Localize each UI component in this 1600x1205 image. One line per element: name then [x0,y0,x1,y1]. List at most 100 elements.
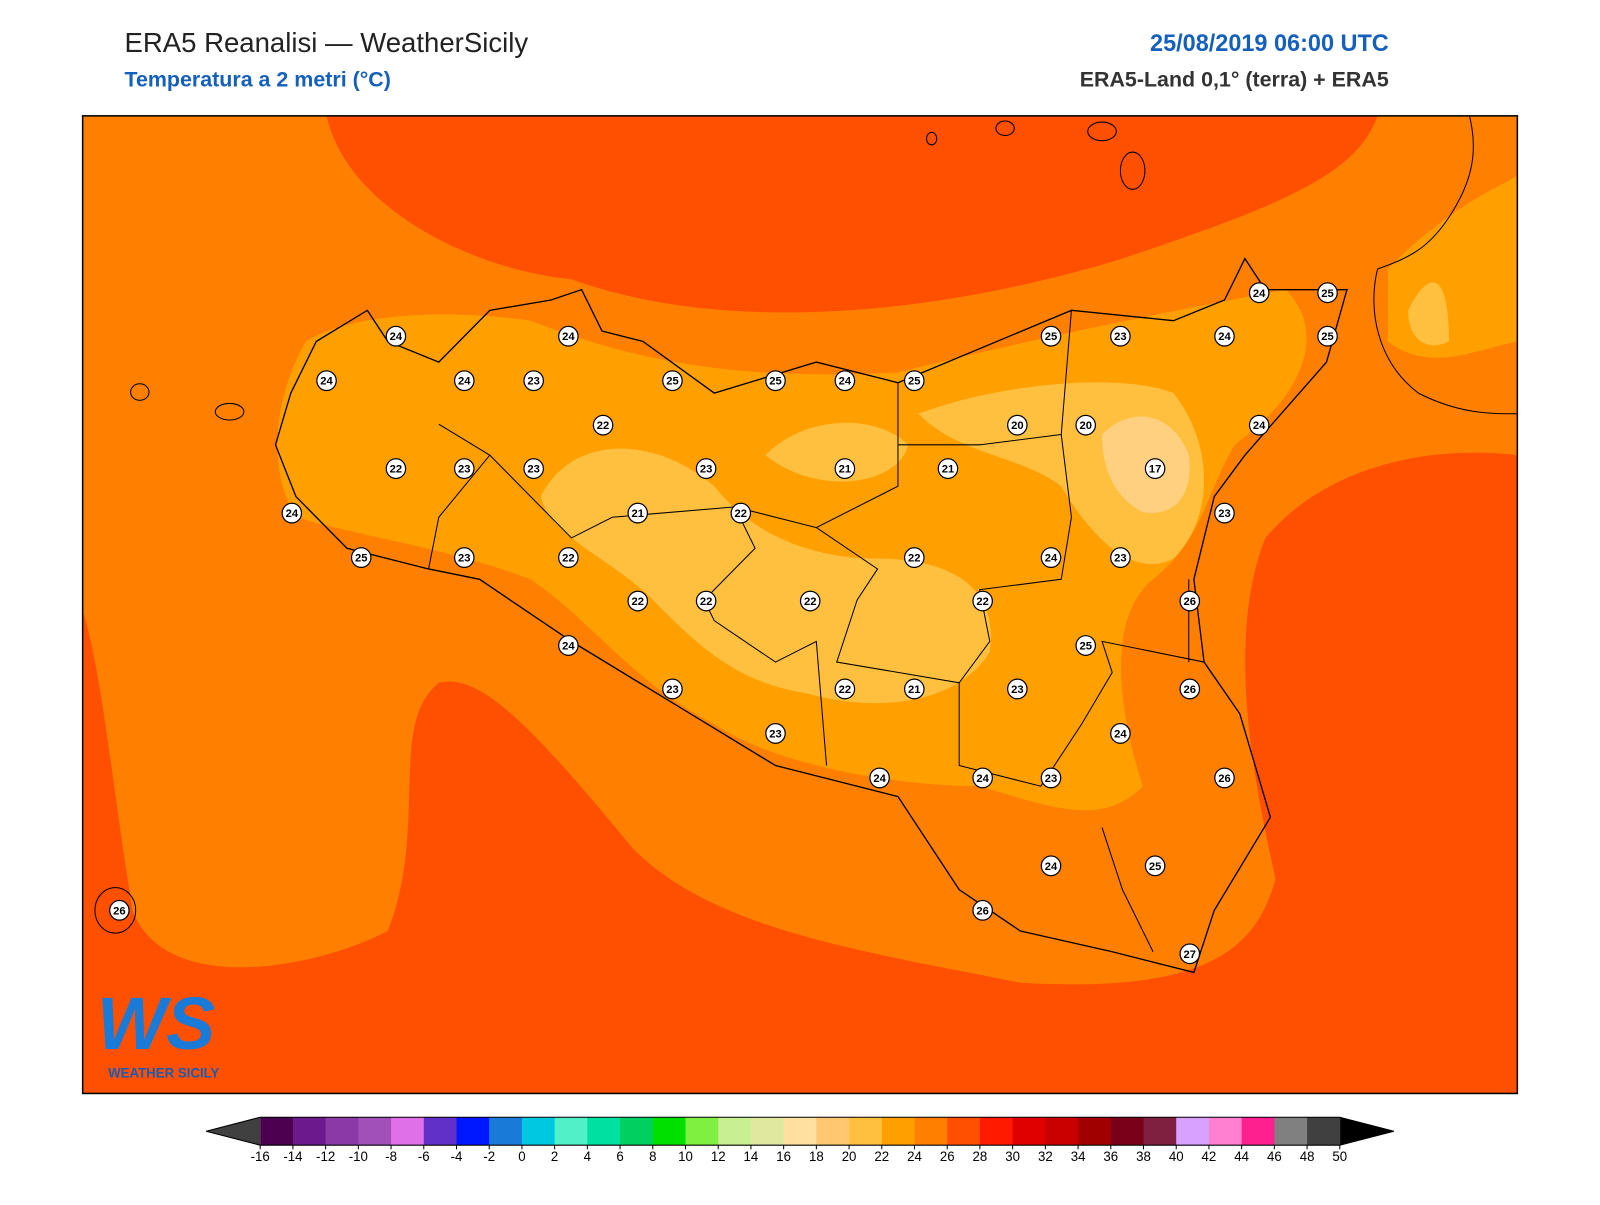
colorbar-tick-label: 16 [776,1149,791,1164]
station-marker [523,370,544,392]
station-value: 24 [839,376,852,388]
colorbar-tick-label: -14 [283,1149,303,1164]
colorbar-swatch [1176,1117,1210,1146]
station-marker [453,370,475,392]
colorbar-tick-label: 8 [649,1149,656,1164]
station-marker [869,767,890,789]
station-value: 25 [769,376,781,388]
colorbar-tick-label: 26 [940,1149,955,1164]
station-value: 22 [562,553,574,565]
station-marker [558,547,579,569]
coastline [274,257,1348,974]
colorbar-swatch [685,1117,719,1146]
station-value: 22 [632,596,644,608]
colorbar-tick-label: 12 [711,1149,726,1164]
station-value: 25 [1321,331,1333,343]
station-marker [695,458,717,480]
station-value: 23 [1114,553,1126,565]
colorbar-swatch [325,1117,359,1146]
station-marker [1214,502,1235,524]
station-value: 25 [908,376,920,388]
station-marker [523,458,544,480]
colorbar-tick-label: 28 [973,1149,988,1164]
station-marker [903,370,925,392]
station-marker [662,370,683,392]
station-value: 25 [1149,861,1161,873]
station-value: 23 [527,464,539,476]
colorbar-swatch [1307,1117,1341,1146]
station-marker [1110,723,1131,744]
colorbar-swatch [914,1117,948,1146]
colorbar-tick-label: 4 [584,1149,592,1164]
colorbar-tick-label: 36 [1103,1149,1118,1164]
station-value: 23 [1011,684,1023,696]
station-marker [1075,635,1097,656]
station-marker [695,590,717,612]
station-value: 22 [700,596,712,608]
map-area [82,115,1518,1094]
station-marker [937,458,959,480]
colorbar-tick-label: -4 [451,1149,463,1164]
station-value: 23 [1218,508,1230,520]
station-value: 25 [666,376,678,388]
colorbar-tick-label: -2 [483,1149,495,1164]
station-marker [903,547,925,569]
island [995,120,1015,137]
station-value: 24 [320,376,333,388]
station-marker [1110,325,1131,347]
station-value: 22 [597,420,609,432]
station-value: 21 [942,464,954,476]
colorbar-swatch [358,1117,392,1146]
logo-caption: WEATHER SICILY [108,1065,219,1080]
colorbar-tick-label: -16 [251,1149,270,1164]
station-value: 23 [458,553,470,565]
station-value: 23 [527,376,539,388]
colorbar-swatch [1274,1117,1308,1146]
station-marker [385,325,407,347]
colorbar: -16 -14 -12 -10 -8 -6 -4 -2 0 2 4 6 8 10 12 14 16 18 20 22 2… [205,1116,1395,1164]
station-value: 24 [562,640,575,652]
colorbar-swatch [620,1117,654,1146]
station-marker [834,370,856,392]
station-marker [1040,325,1062,347]
colorbar-swatch [718,1117,752,1146]
station-marker [834,678,856,700]
province-borders [428,310,1205,952]
station-value: 23 [458,464,470,476]
station-marker [972,767,993,789]
station-marker [281,502,303,524]
station-marker [1144,855,1166,877]
colorbar-tick-label: 6 [616,1149,623,1164]
colorbar-tick-label: -6 [418,1149,430,1164]
colorbar-swatch [881,1117,916,1146]
colorbar-swatch [423,1117,458,1146]
station-marker [1040,767,1062,789]
station-value: 22 [735,508,747,520]
station-marker [1179,678,1201,700]
station-value: 23 [1045,773,1057,785]
station-marker [350,547,372,569]
island [130,383,150,401]
station-marker [558,325,579,347]
logo: WS WEATHER SICILY [97,982,220,1081]
island [1087,121,1117,142]
colorbar-swatch [750,1117,785,1146]
station-value: 27 [1184,949,1196,961]
station-value: 26 [1218,773,1230,785]
station-value: 24 [1253,420,1266,432]
station-value: 24 [1045,861,1058,873]
logo-text: WS [97,982,215,1066]
station-value: 24 [390,331,403,343]
station-value: 24 [286,508,299,520]
station-value: 22 [976,596,988,608]
colorbar-tick-label: 24 [907,1149,922,1164]
station-marker [730,502,752,524]
station-value: 23 [666,684,678,696]
colorbar-swatch [947,1117,981,1146]
contour-20 [540,282,1449,704]
station-value: 25 [1321,288,1333,300]
station-marker [1179,943,1201,965]
station-marker [1179,590,1201,612]
station-value: 22 [908,553,920,565]
colorbar-swatch [1045,1117,1079,1146]
